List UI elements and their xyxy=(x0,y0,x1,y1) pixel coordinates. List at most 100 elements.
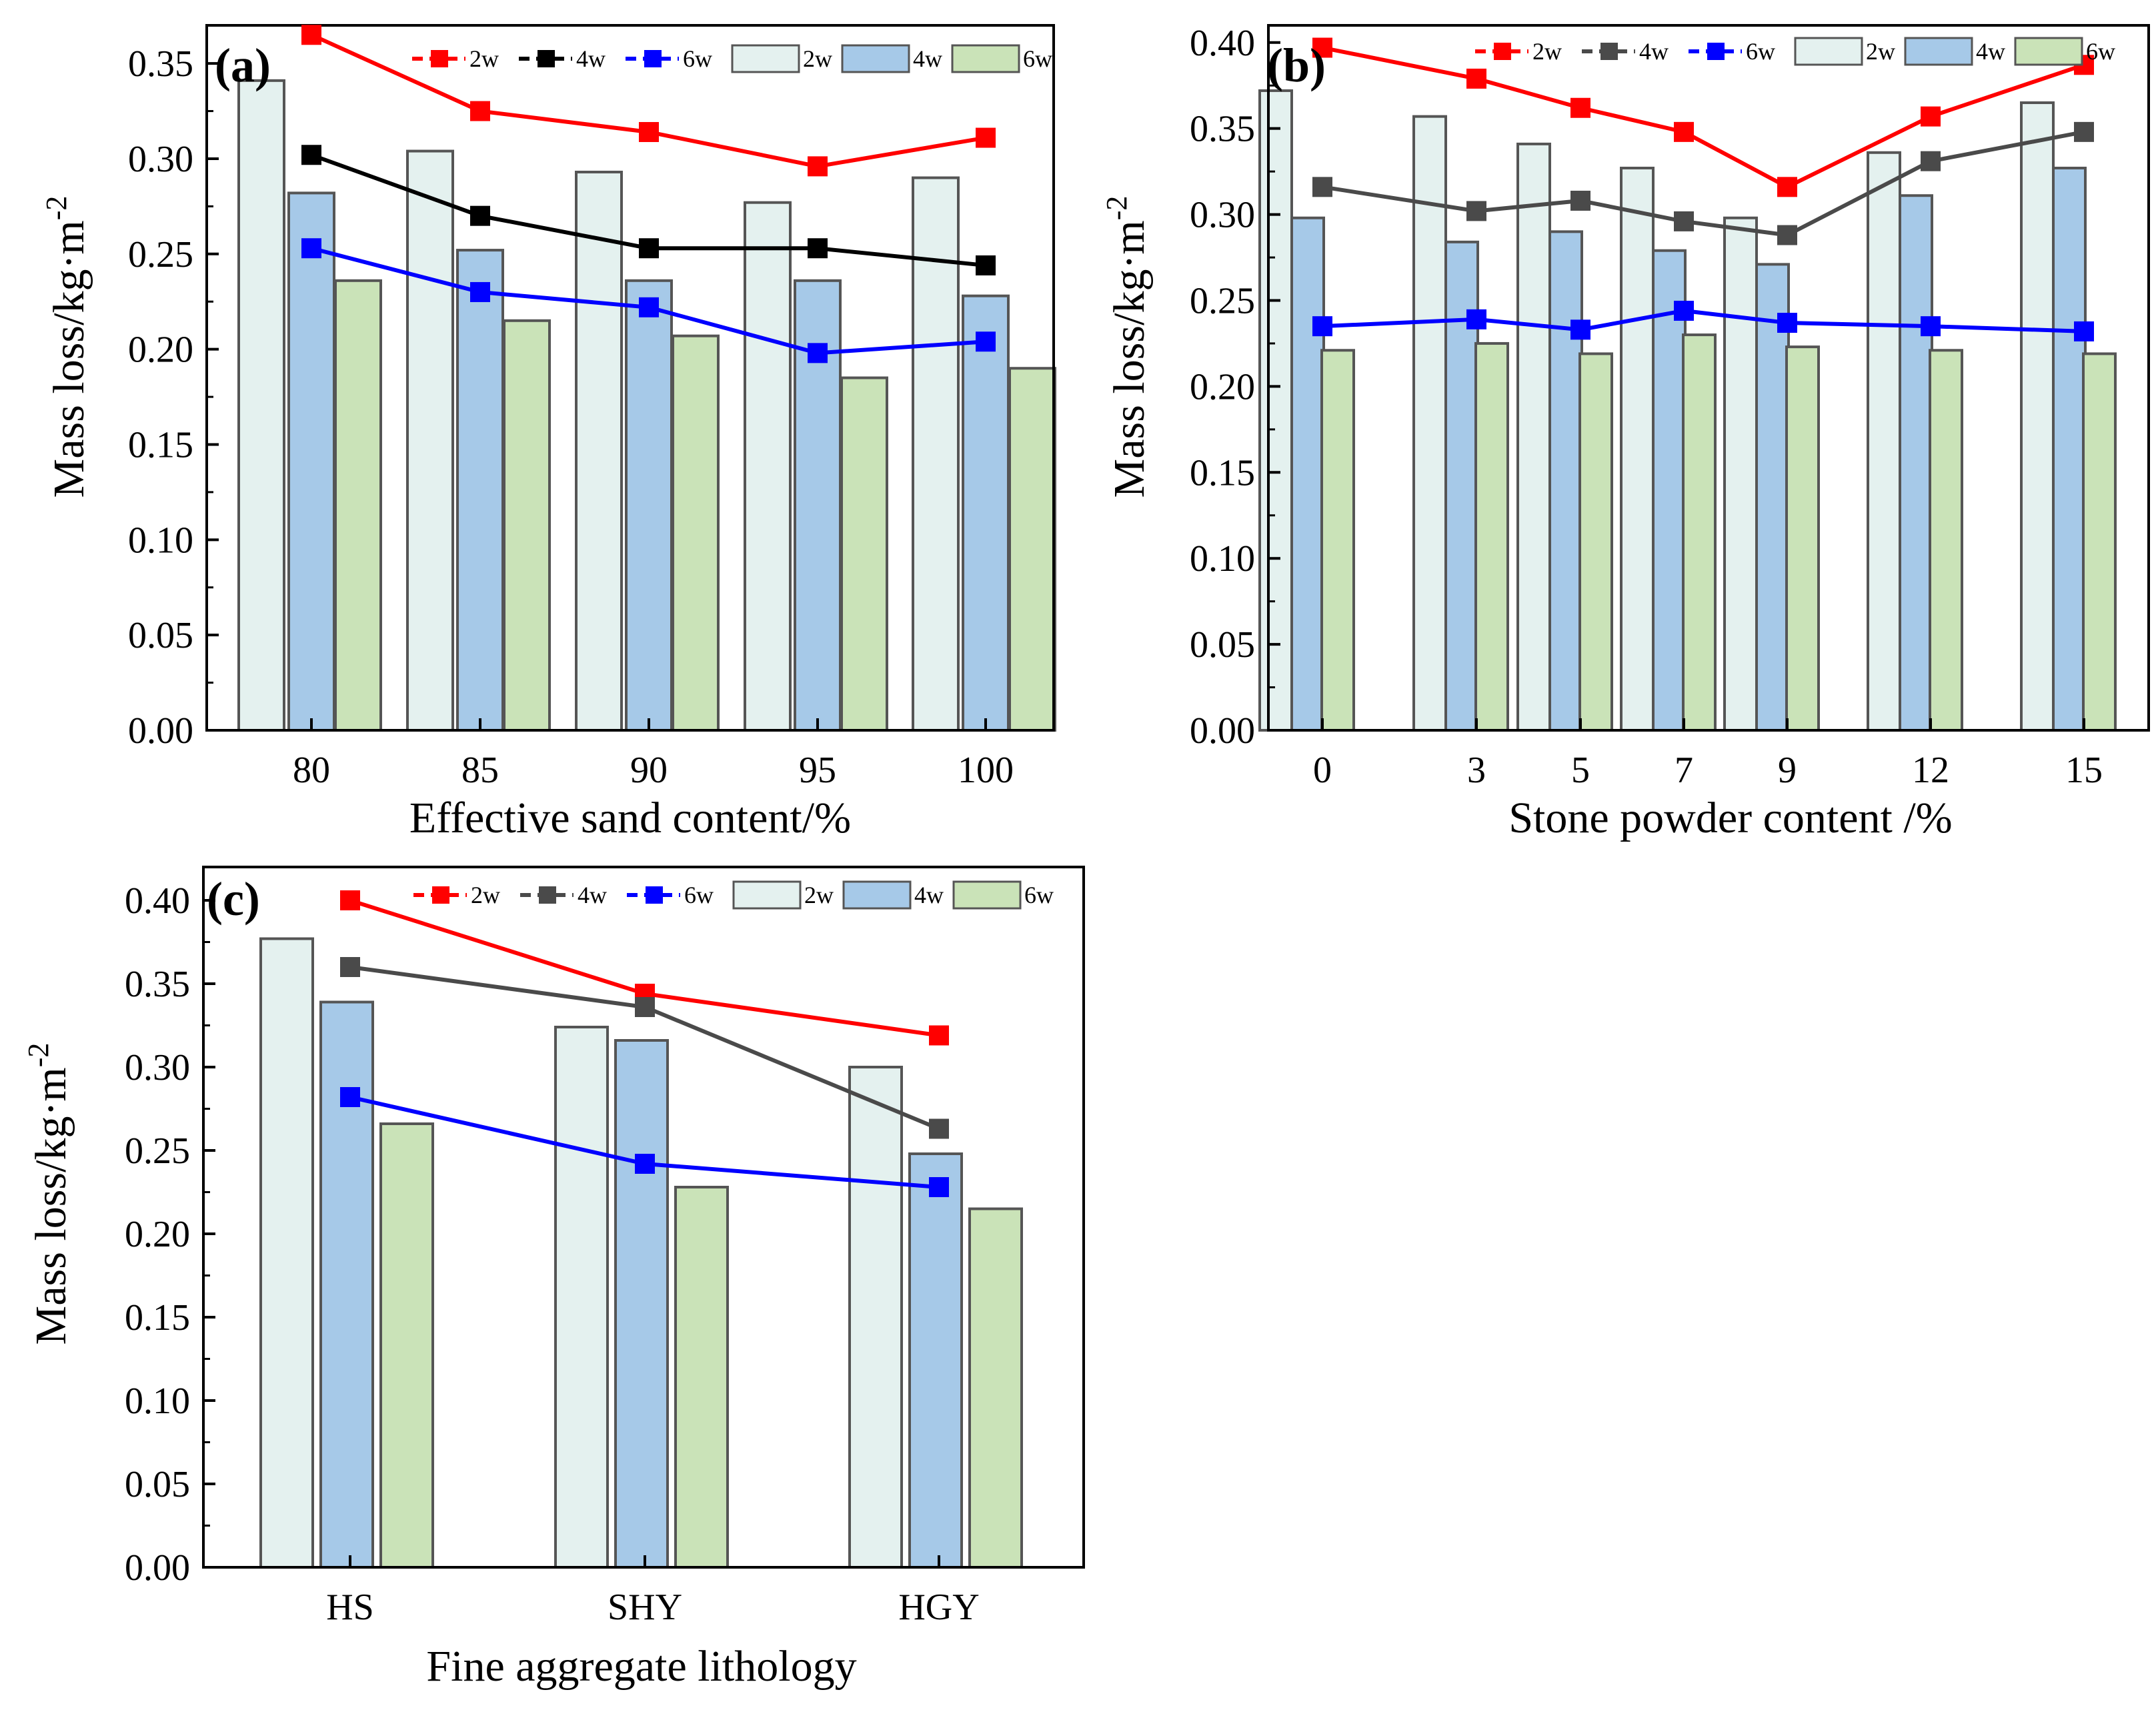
panel-c-legend-label-6w: 6w xyxy=(684,882,714,908)
panel-a-y-tick-label: 0.00 xyxy=(128,710,193,752)
panel-a-bar-6w-85 xyxy=(503,319,551,732)
panel-a-x-tick-label: 80 xyxy=(293,750,330,791)
panel-b-marker-6w-12 xyxy=(1921,316,1941,337)
panel-c-y-tick-label: 0.05 xyxy=(125,1464,190,1505)
panel-c-legend: 2w 4w 6w 2w 4w 6w xyxy=(413,880,1054,910)
panel-b-marker-6w-5 xyxy=(1570,319,1590,340)
panel-a-legend-marker-4w xyxy=(537,50,555,67)
panel-b-marker-4w-0 xyxy=(1312,177,1332,197)
panel-b-legend-label-2w: 2w xyxy=(1532,38,1562,65)
panel-a-y-tick-label: 0.25 xyxy=(128,234,193,275)
panel-a-marker-4w-90 xyxy=(639,238,659,259)
panel-a-marker-2w-90 xyxy=(639,121,659,142)
panel-a-bar-4w-85 xyxy=(456,249,504,732)
panel-b-x-tick-label: 7 xyxy=(1675,750,1693,791)
panel-a-x-axis-title: Effective sand content/% xyxy=(409,794,851,842)
panel-b-bar-6w-3 xyxy=(1474,341,1509,732)
panel-c-bar-2w-SHY xyxy=(554,1026,609,1569)
panel-b-legend-swatch-2w xyxy=(1794,37,1863,66)
panel-a-legend-marker-6w xyxy=(644,50,662,67)
panel-a: 0.00 0.05 0.10 0.15 0.20 0.25 0.30 0.35 80 85 90 95… xyxy=(40,24,1056,842)
panel-b-marker-2w-5 xyxy=(1570,97,1590,118)
panel-c-y-tick-label: 0.25 xyxy=(125,1130,190,1172)
panel-b-x-tick-label: 12 xyxy=(1912,750,1949,791)
panel-b-legend-label-bar-4w: 4w xyxy=(1976,38,2005,65)
panel-b-bar-4w-12 xyxy=(1899,194,1933,732)
panel-b-marker-6w-0 xyxy=(1312,316,1332,337)
panel-a-marker-4w-100 xyxy=(976,255,996,275)
panel-b-marker-4w-5 xyxy=(1570,190,1590,211)
panel-c-bar-4w-SHY xyxy=(614,1039,669,1569)
panel-b-y-tick-label: 0.05 xyxy=(1190,624,1255,666)
panel-b-y-tick-label: 0.15 xyxy=(1190,452,1255,494)
panel-c-legend-marker-6w xyxy=(646,886,663,904)
panel-a-x-tick-label: 85 xyxy=(461,750,499,791)
panel-b-marker-6w-3 xyxy=(1466,309,1486,329)
panel-a-marker-2w-100 xyxy=(976,127,996,148)
panel-b-axes-frame xyxy=(1267,24,2150,732)
panel-b-legend-marker-2w xyxy=(1494,43,1511,60)
panel-b-legend-marker-6w xyxy=(1707,43,1725,60)
panel-a-legend-label-bar-2w: 2w xyxy=(803,45,832,72)
panel-c-y-tick-label: 0.35 xyxy=(125,964,190,1005)
panel-a-bar-6w-90 xyxy=(672,334,720,732)
panel-b-legend-label-4w: 4w xyxy=(1639,38,1669,65)
panel-c-legend-swatch-2w xyxy=(732,880,802,910)
panel-c-marker-4w-HGY xyxy=(929,1118,949,1139)
panel-a-marker-2w-80 xyxy=(301,25,321,45)
panel-a-legend-label-4w: 4w xyxy=(576,45,606,72)
panel-b-y-tick-label: 0.40 xyxy=(1190,23,1255,64)
panel-c-legend-swatch-4w xyxy=(842,880,912,910)
panel-b-y-tick-label: 0.00 xyxy=(1190,710,1255,752)
panel-b-marker-6w-15 xyxy=(2074,321,2094,341)
panel-a-y-tick-label: 0.10 xyxy=(128,520,193,561)
panel-c-marker-4w-SHY xyxy=(635,997,655,1017)
panel-a-legend-label-bar-4w: 4w xyxy=(913,45,942,72)
panel-c-marker-6w-HGY xyxy=(929,1177,949,1197)
panel-c-marker-6w-SHY xyxy=(635,1154,655,1174)
panel-a-marker-6w-80 xyxy=(301,238,321,259)
panel-b-marker-4w-12 xyxy=(1921,151,1941,171)
panel-a-legend-label-2w: 2w xyxy=(469,45,499,72)
panel-b-x-axis-title: Stone powder content /% xyxy=(1508,794,1952,842)
panel-a-bar-2w-80 xyxy=(237,79,285,732)
panel-a-legend-label-bar-6w: 6w xyxy=(1023,45,1052,72)
panel-b-x-tick-label: 15 xyxy=(2065,750,2103,791)
panel-b-marker-6w-9 xyxy=(1777,313,1797,333)
panel-a-marker-2w-85 xyxy=(470,101,490,121)
panel-a-legend: 2w 4w 6w 2w 4w 6w xyxy=(412,44,1052,73)
panel-c-y-tick-label: 0.10 xyxy=(125,1381,190,1422)
panel-c-y-tick-label: 0.40 xyxy=(125,880,190,922)
panel-b-y-tick-label: 0.35 xyxy=(1190,109,1255,150)
panel-a-marker-4w-80 xyxy=(301,145,321,165)
panel-b-x-tick-label: 5 xyxy=(1571,750,1590,791)
panel-a-marker-4w-85 xyxy=(470,205,490,226)
panel-a-legend-swatch-2w xyxy=(731,44,800,73)
panel-c-y-tick-label: 0.20 xyxy=(125,1214,190,1255)
panel-b-x-tick-label: 9 xyxy=(1778,750,1797,791)
panel-b-y-tick-label: 0.20 xyxy=(1190,366,1255,407)
panel-c-plot-area: 0.00 0.05 0.10 0.15 0.20 0.25 0.30 0.35 0.40 HS SH… xyxy=(125,866,1085,1628)
panel-b-bar-6w-5 xyxy=(1578,352,1613,732)
panel-a-y-axis-title-main: Mass loss/kg·m xyxy=(45,220,93,498)
panel-a-legend-swatch-4w xyxy=(841,44,910,73)
panel-b-bar-4w-15 xyxy=(2052,166,2087,732)
panel-a-label: (a) xyxy=(215,39,271,92)
panel-c-y-axis-title: Mass loss/kg·m-2 xyxy=(22,1043,75,1345)
panel-b-legend: 2w 4w 6w 2w 4w 6w xyxy=(1475,37,2115,66)
panel-c-marker-2w-HS xyxy=(340,890,360,910)
panel-b-y-axis-title: Mass loss/kg·m-2 xyxy=(1100,196,1154,498)
panel-c-bar-6w-HS xyxy=(379,1122,434,1569)
panel-a-x-tick-label: 90 xyxy=(630,750,668,791)
panel-b-bar-6w-12 xyxy=(1929,349,1963,732)
panel-c-x-tick-label: HS xyxy=(326,1587,374,1628)
panel-c-legend-marker-4w xyxy=(539,886,556,904)
panel-c-bar-2w-HS xyxy=(259,937,314,1569)
panel-a-bar-4w-100 xyxy=(962,294,1010,732)
panel-a-marker-6w-95 xyxy=(808,343,828,363)
panel-c-bar-6w-SHY xyxy=(674,1186,729,1569)
panel-a-plot-area: 0.00 0.05 0.10 0.15 0.20 0.25 0.30 0.35 80 85 90 95… xyxy=(128,24,1056,791)
panel-b-y-axis-title-sup: -2 xyxy=(1100,196,1133,221)
panel-b-x-tick-label: 0 xyxy=(1313,750,1332,791)
panel-b-marker-2w-12 xyxy=(1921,106,1941,127)
